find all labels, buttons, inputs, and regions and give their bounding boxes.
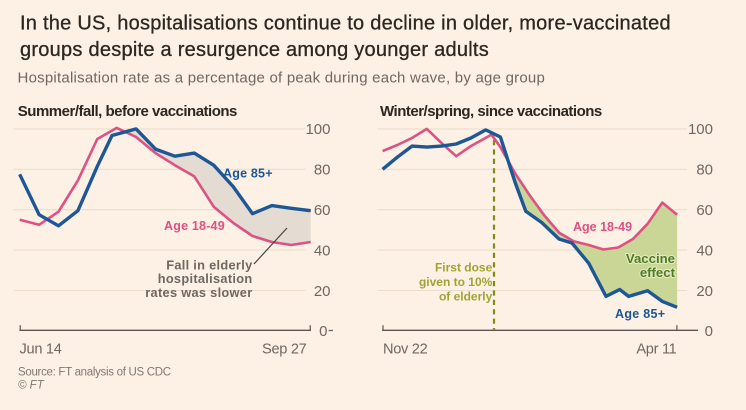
svg-text:40: 40 — [314, 242, 331, 259]
svg-text:Age 18-49: Age 18-49 — [573, 220, 632, 234]
svg-text:Summer/fall, before vaccinatio: Summer/fall, before vaccinations — [18, 103, 237, 120]
svg-text:80: 80 — [696, 162, 713, 179]
svg-text:Nov 22: Nov 22 — [383, 342, 428, 358]
svg-text:Age 85+: Age 85+ — [615, 307, 665, 321]
svg-text:In the US, hospitalisations co: In the US, hospitalisations continue to … — [20, 13, 671, 35]
svg-text:Age 85+: Age 85+ — [223, 167, 273, 181]
svg-text:60: 60 — [314, 202, 331, 219]
svg-text:Apr 11: Apr 11 — [636, 342, 676, 358]
svg-text:given to 10%: given to 10% — [419, 275, 493, 289]
svg-text:hospitalisation: hospitalisation — [158, 271, 253, 286]
svg-text:0: 0 — [319, 323, 327, 340]
svg-text:60: 60 — [696, 202, 713, 219]
svg-text:40: 40 — [696, 242, 713, 259]
svg-text:Hospitalisation rate as a perc: Hospitalisation rate as a percentage of … — [18, 70, 546, 87]
svg-text:80: 80 — [314, 162, 331, 179]
svg-text:of elderly: of elderly — [439, 289, 493, 303]
svg-text:rates was slower: rates was slower — [145, 285, 252, 300]
svg-text:© FT: © FT — [18, 380, 45, 392]
svg-text:Jun 14: Jun 14 — [20, 342, 62, 358]
svg-text:Winter/spring, since vaccinati: Winter/spring, since vaccinations — [380, 103, 602, 120]
svg-text:Age 18-49: Age 18-49 — [164, 219, 225, 233]
svg-text:20: 20 — [696, 283, 713, 300]
svg-text:20: 20 — [314, 283, 331, 300]
svg-text:Source: FT analysis of US CDC: Source: FT analysis of US CDC — [18, 367, 171, 379]
svg-text:100: 100 — [305, 121, 330, 138]
svg-text:Sep 27: Sep 27 — [262, 342, 307, 358]
svg-text:groups despite a resurgence am: groups despite a resurgence among younge… — [20, 39, 489, 61]
svg-text:0: 0 — [705, 323, 713, 340]
svg-text:First dose: First dose — [435, 260, 493, 274]
svg-text:Fall in elderly: Fall in elderly — [166, 258, 253, 273]
svg-text:effect: effect — [640, 265, 676, 280]
svg-text:100: 100 — [688, 121, 713, 138]
svg-text:Vaccine: Vaccine — [626, 251, 675, 266]
